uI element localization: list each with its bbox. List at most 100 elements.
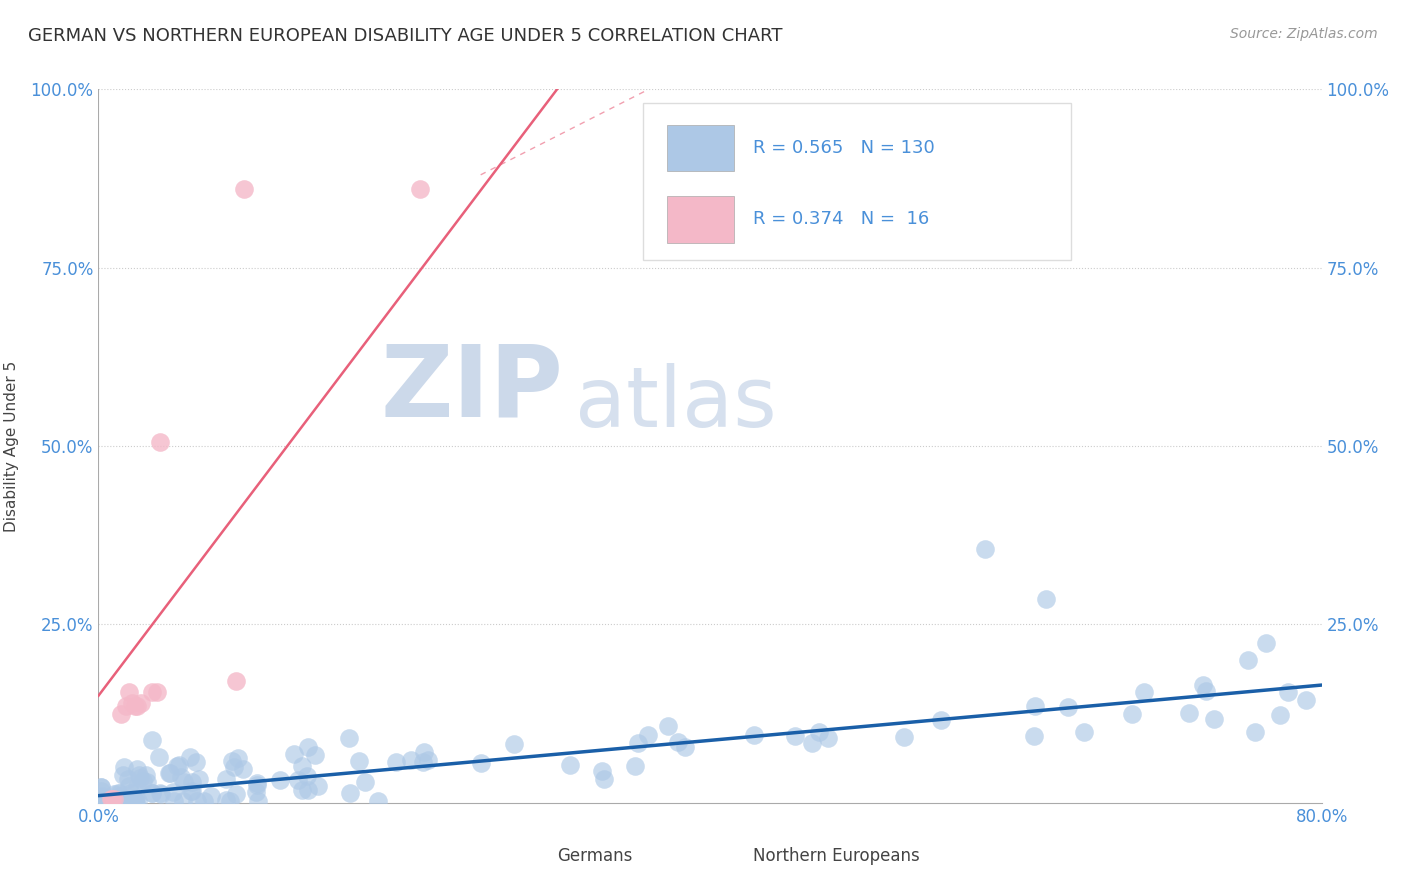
Point — [246, 775, 269, 789]
Point — [141, 685, 163, 699]
FancyBboxPatch shape — [643, 103, 1071, 260]
Point — [145, 685, 167, 699]
Point — [1244, 725, 1267, 739]
Point — [117, 772, 139, 786]
Point — [108, 786, 131, 800]
Point — [246, 778, 269, 792]
Point — [560, 758, 582, 772]
Point — [128, 767, 150, 781]
Point — [169, 770, 191, 784]
Text: GERMAN VS NORTHERN EUROPEAN DISABILITY AGE UNDER 5 CORRELATION CHART: GERMAN VS NORTHERN EUROPEAN DISABILITY A… — [28, 27, 783, 45]
Point — [232, 763, 254, 777]
Point — [225, 787, 247, 801]
Point — [297, 783, 319, 797]
Point — [150, 787, 173, 801]
Point — [124, 794, 146, 808]
Point — [673, 740, 696, 755]
Point — [120, 786, 142, 800]
Point — [89, 790, 111, 805]
Point — [353, 775, 375, 789]
Point — [127, 794, 149, 808]
Point — [291, 783, 314, 797]
Point — [623, 759, 645, 773]
Point — [149, 786, 172, 800]
Point — [89, 794, 111, 808]
Point — [245, 785, 267, 799]
Point — [141, 786, 163, 800]
Point — [304, 748, 326, 763]
Point — [90, 789, 112, 803]
Point — [817, 731, 839, 746]
Text: atlas: atlas — [575, 363, 778, 443]
Point — [1270, 707, 1292, 722]
Point — [162, 794, 184, 808]
Point — [159, 766, 181, 780]
Point — [929, 714, 952, 728]
Text: R = 0.374   N =  16: R = 0.374 N = 16 — [752, 211, 929, 228]
Point — [187, 772, 209, 786]
Point — [215, 792, 238, 806]
Point — [226, 751, 249, 765]
Point — [1024, 729, 1046, 743]
Point — [367, 794, 389, 808]
Point — [1277, 685, 1299, 699]
Point — [1035, 592, 1057, 607]
Point — [1204, 712, 1226, 726]
Point — [412, 756, 434, 770]
Point — [347, 754, 370, 768]
Point — [112, 760, 135, 774]
Point — [120, 793, 142, 807]
Point — [807, 725, 830, 739]
Point — [111, 768, 134, 782]
Point — [416, 753, 439, 767]
Point — [97, 794, 120, 808]
Point — [181, 774, 204, 789]
Point — [399, 753, 422, 767]
Point — [173, 775, 195, 789]
Point — [1195, 684, 1218, 698]
Point — [412, 746, 434, 760]
Point — [1256, 636, 1278, 650]
Point — [637, 727, 659, 741]
Point — [125, 780, 148, 794]
Point — [124, 699, 146, 714]
Text: ZIP: ZIP — [381, 341, 564, 437]
Point — [193, 794, 215, 808]
Point — [269, 772, 291, 787]
Point — [186, 755, 208, 769]
Point — [103, 788, 125, 802]
Point — [1236, 653, 1258, 667]
Point — [90, 784, 112, 798]
Point — [148, 750, 170, 764]
Point — [169, 758, 191, 772]
Point — [124, 794, 146, 808]
Point — [129, 696, 152, 710]
Point — [287, 773, 309, 788]
Point — [107, 786, 129, 800]
Point — [179, 750, 201, 764]
Point — [785, 729, 807, 743]
Point — [107, 794, 129, 808]
Point — [657, 719, 679, 733]
Point — [90, 780, 112, 794]
Point — [1191, 678, 1213, 692]
Point — [96, 794, 118, 808]
Point — [125, 699, 148, 714]
Point — [124, 793, 146, 807]
Point — [592, 772, 614, 787]
Point — [384, 755, 406, 769]
Point — [225, 674, 247, 689]
Point — [1295, 693, 1317, 707]
Point — [1073, 725, 1095, 739]
Point — [893, 730, 915, 744]
Point — [215, 772, 238, 786]
Point — [108, 789, 131, 804]
Point — [181, 783, 204, 797]
Point — [94, 794, 117, 808]
Point — [121, 696, 143, 710]
Point — [200, 789, 222, 803]
Point — [141, 732, 163, 747]
Point — [221, 754, 243, 768]
Point — [307, 779, 329, 793]
Point — [101, 792, 124, 806]
